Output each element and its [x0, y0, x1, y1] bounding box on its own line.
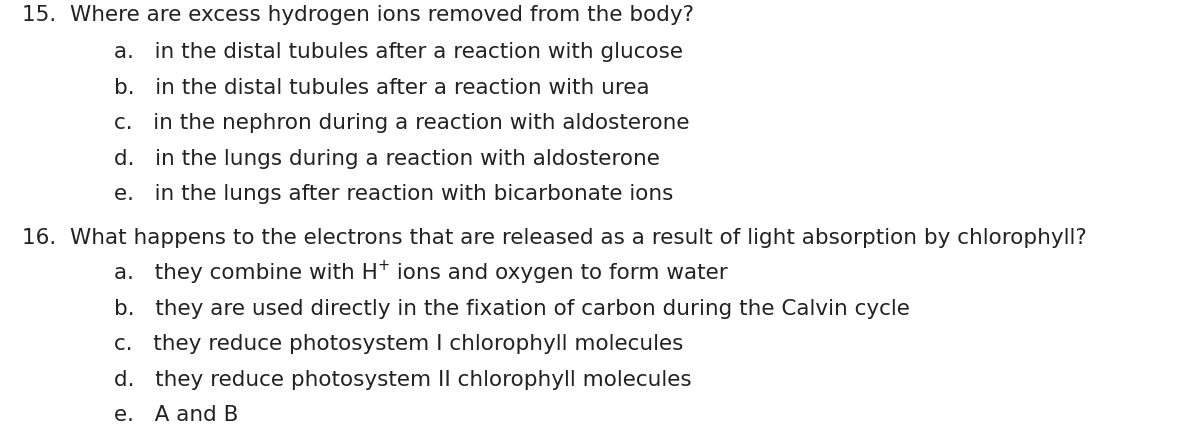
Text: c.   they reduce photosystem I chlorophyll molecules: c. they reduce photosystem I chlorophyll… [114, 334, 683, 354]
Text: e.   A and B: e. A and B [114, 405, 239, 426]
Text: b.   in the distal tubules after a reaction with urea: b. in the distal tubules after a reactio… [114, 78, 649, 98]
Text: ions and oxygen to form water: ions and oxygen to form water [390, 263, 727, 283]
Text: 15.  Where are excess hydrogen ions removed from the body?: 15. Where are excess hydrogen ions remov… [22, 5, 694, 25]
Text: d.   they reduce photosystem II chlorophyll molecules: d. they reduce photosystem II chlorophyl… [114, 370, 691, 390]
Text: b.   they are used directly in the fixation of carbon during the Calvin cycle: b. they are used directly in the fixatio… [114, 299, 910, 319]
Text: c.   in the nephron during a reaction with aldosterone: c. in the nephron during a reaction with… [114, 113, 690, 133]
Text: a.   they combine with H: a. they combine with H [114, 263, 378, 283]
Text: +: + [378, 259, 390, 273]
Text: a.   in the distal tubules after a reaction with glucose: a. in the distal tubules after a reactio… [114, 42, 683, 62]
Text: e.   in the lungs after reaction with bicarbonate ions: e. in the lungs after reaction with bica… [114, 184, 673, 204]
Text: 16.  What happens to the electrons that are released as a result of light absorp: 16. What happens to the electrons that a… [22, 228, 1086, 248]
Text: d.   in the lungs during a reaction with aldosterone: d. in the lungs during a reaction with a… [114, 149, 660, 169]
